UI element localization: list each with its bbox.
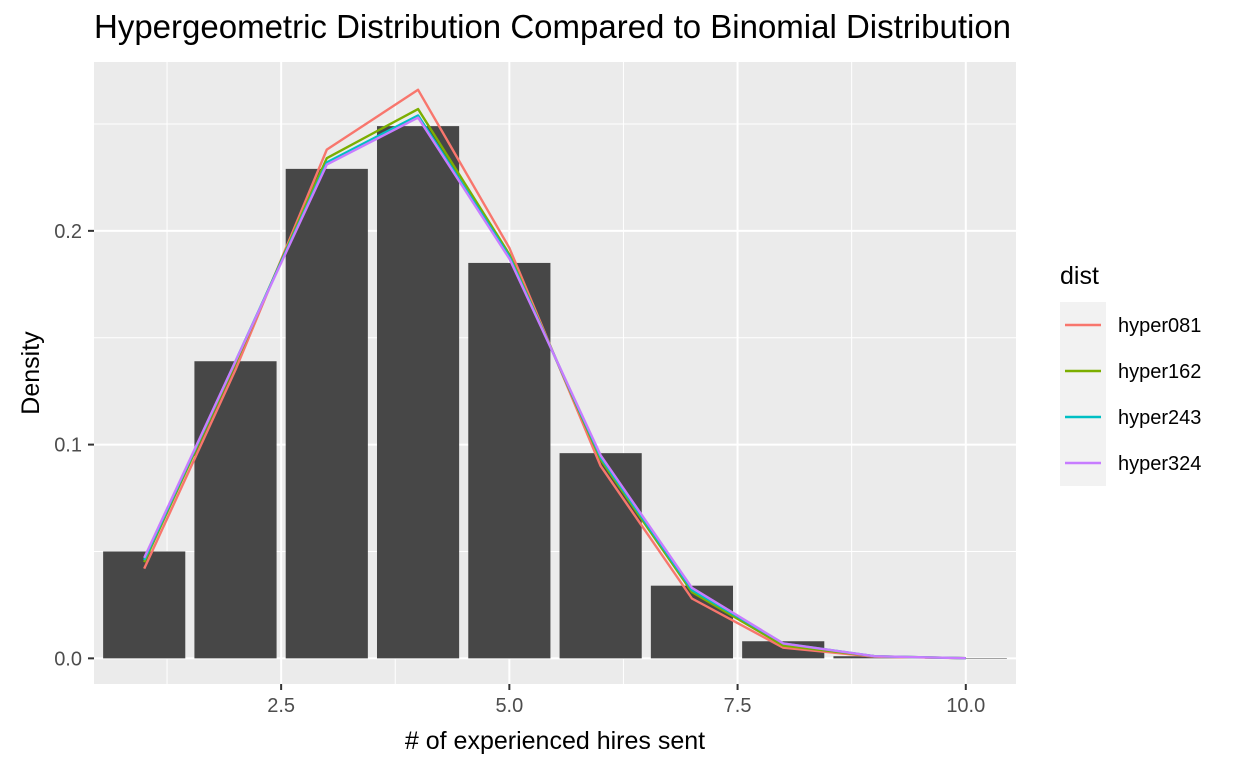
legend-key-background [1060, 302, 1106, 486]
legend-label: hyper324 [1118, 453, 1201, 475]
y-tick-label: 0.1 [54, 435, 82, 457]
bars [103, 126, 1007, 659]
legend-label: hyper081 [1118, 315, 1201, 337]
x-tick-label: 2.5 [267, 695, 295, 717]
y-axis-title: Density [17, 331, 45, 415]
x-axis: 2.5 5.0 7.5 10.0 [267, 684, 985, 717]
bar [194, 361, 277, 659]
x-tick-label: 5.0 [495, 695, 523, 717]
x-tick-label: 7.5 [724, 695, 752, 717]
y-tick-label: 0.0 [54, 648, 82, 670]
bar [285, 168, 368, 659]
bar [468, 262, 551, 659]
bar [924, 658, 1007, 659]
bar [103, 551, 186, 659]
y-axis: 0.0 0.1 0.2 [54, 221, 94, 670]
bar [376, 126, 460, 659]
legend-title: dist [1060, 262, 1099, 290]
series-lines [143, 88, 966, 660]
bar [559, 453, 642, 659]
x-tick-label: 10.0 [946, 695, 985, 717]
legend: dist hyper081 hyper162 hyper243 hyper324 [1060, 262, 1201, 486]
series-line-hyper324 [143, 116, 966, 660]
legend-label: hyper243 [1118, 407, 1201, 429]
legend-label: hyper162 [1118, 361, 1201, 383]
x-axis-title: # of experienced hires sent [405, 727, 705, 755]
y-tick-label: 0.2 [54, 221, 82, 243]
chart-title: Hypergeometric Distribution Compared to … [94, 8, 1012, 45]
